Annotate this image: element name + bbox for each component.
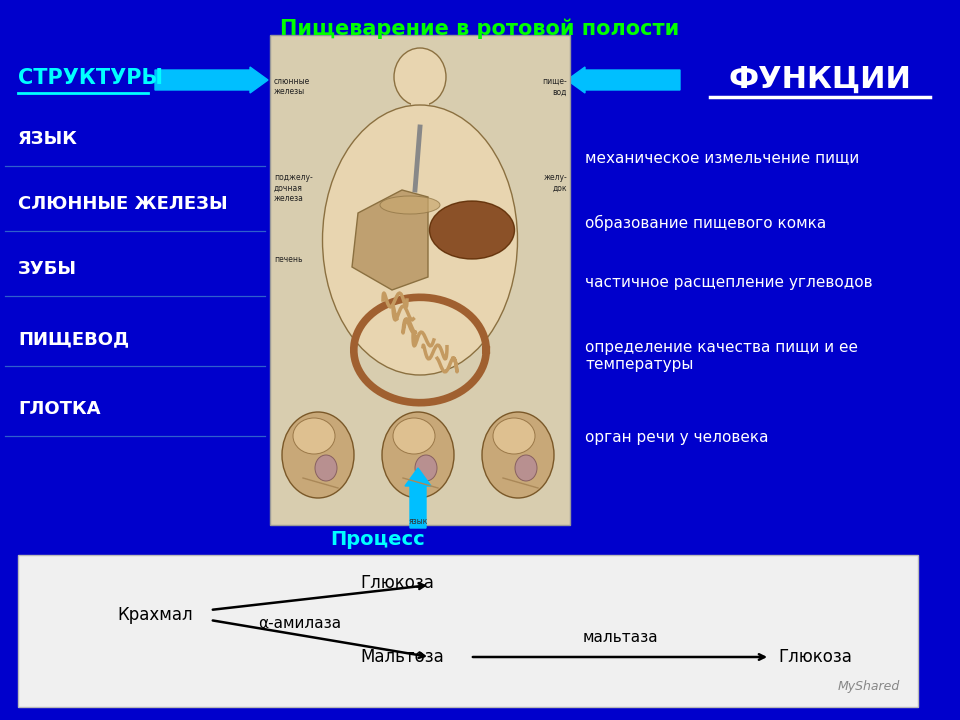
Polygon shape: [352, 190, 428, 290]
Text: мальтаза: мальтаза: [582, 630, 658, 645]
Text: желу-
док: желу- док: [543, 173, 567, 192]
Ellipse shape: [382, 412, 454, 498]
Text: Крахмал: Крахмал: [117, 606, 193, 624]
Text: частичное расщепление углеводов: частичное расщепление углеводов: [585, 275, 873, 290]
Text: ЗУБЫ: ЗУБЫ: [18, 260, 77, 278]
Text: Глюкоза: Глюкоза: [778, 648, 852, 666]
FancyBboxPatch shape: [270, 35, 570, 525]
Text: СТРУКТУРЫ: СТРУКТУРЫ: [18, 68, 163, 88]
Text: Пищеварение в ротовой полости: Пищеварение в ротовой полости: [280, 18, 680, 38]
Text: СЛЮННЫЕ ЖЕЛЕЗЫ: СЛЮННЫЕ ЖЕЛЕЗЫ: [18, 195, 228, 213]
Text: ПИЩЕВОД: ПИЩЕВОД: [18, 330, 130, 348]
Text: Процесс: Процесс: [330, 530, 424, 549]
FancyBboxPatch shape: [18, 555, 918, 707]
Text: механическое измельчение пищи: механическое измельчение пищи: [585, 150, 859, 165]
Text: орган речи у человека: орган речи у человека: [585, 430, 769, 445]
Ellipse shape: [493, 418, 535, 454]
Text: язык: язык: [408, 517, 428, 526]
FancyArrow shape: [155, 67, 268, 93]
Ellipse shape: [323, 105, 517, 375]
Ellipse shape: [282, 412, 354, 498]
Text: ЯЗЫК: ЯЗЫК: [18, 130, 78, 148]
Text: печень: печень: [274, 255, 302, 264]
Text: Глюкоза: Глюкоза: [360, 574, 434, 592]
Ellipse shape: [315, 455, 337, 481]
Text: MyShared: MyShared: [838, 680, 900, 693]
Ellipse shape: [415, 455, 437, 481]
Text: ФУНКЦИИ: ФУНКЦИИ: [729, 65, 911, 94]
Ellipse shape: [393, 418, 435, 454]
Ellipse shape: [515, 455, 537, 481]
Text: слюнные
железы: слюнные железы: [274, 77, 310, 96]
Text: ГЛОТКА: ГЛОТКА: [18, 400, 101, 418]
FancyBboxPatch shape: [411, 103, 429, 131]
Ellipse shape: [482, 412, 554, 498]
Text: α-амилаза: α-амилаза: [258, 616, 342, 631]
Text: определение качества пищи и ее
температуры: определение качества пищи и ее температу…: [585, 340, 858, 372]
Ellipse shape: [293, 418, 335, 454]
Ellipse shape: [380, 196, 440, 214]
Ellipse shape: [394, 48, 446, 106]
Text: образование пищевого комка: образование пищевого комка: [585, 215, 827, 231]
Ellipse shape: [429, 201, 515, 259]
FancyArrow shape: [405, 468, 431, 528]
Text: поджелу-
дочная
железа: поджелу- дочная железа: [274, 173, 313, 203]
Text: пище-
вод: пище- вод: [542, 77, 567, 96]
Text: Мальтоза: Мальтоза: [360, 648, 444, 666]
FancyArrow shape: [567, 67, 680, 93]
